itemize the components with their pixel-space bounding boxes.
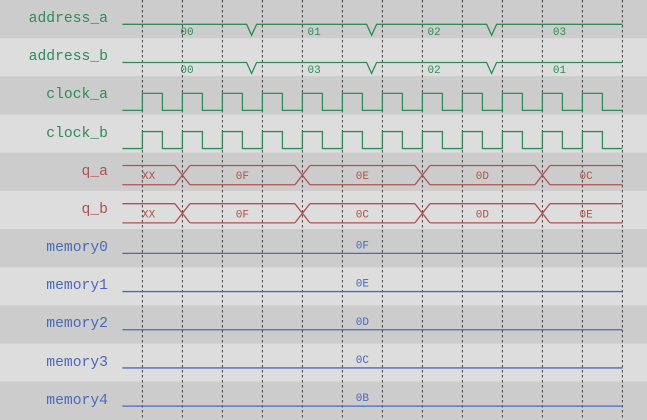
svg-text:03: 03 bbox=[308, 65, 321, 77]
svg-text:02: 02 bbox=[428, 27, 441, 39]
svg-text:0C: 0C bbox=[356, 355, 370, 367]
svg-text:0C: 0C bbox=[356, 209, 370, 221]
svg-text:02: 02 bbox=[428, 65, 441, 77]
svg-text:0D: 0D bbox=[476, 209, 490, 221]
svg-text:03: 03 bbox=[553, 27, 566, 39]
svg-text:0B: 0B bbox=[356, 393, 370, 405]
svg-text:01: 01 bbox=[553, 65, 567, 77]
svg-text:0C: 0C bbox=[580, 171, 594, 183]
svg-text:0E: 0E bbox=[356, 279, 370, 291]
svg-text:0F: 0F bbox=[236, 171, 249, 183]
svg-text:01: 01 bbox=[308, 27, 322, 39]
svg-text:0D: 0D bbox=[356, 317, 370, 329]
svg-text:XX: XX bbox=[142, 209, 156, 221]
svg-text:0D: 0D bbox=[476, 171, 490, 183]
svg-text:0F: 0F bbox=[236, 209, 249, 221]
svg-text:XX: XX bbox=[142, 171, 156, 183]
svg-text:0E: 0E bbox=[356, 171, 370, 183]
svg-text:00: 00 bbox=[180, 65, 193, 77]
svg-text:00: 00 bbox=[180, 27, 193, 39]
svg-text:0F: 0F bbox=[356, 240, 369, 252]
svg-text:0E: 0E bbox=[580, 209, 594, 221]
